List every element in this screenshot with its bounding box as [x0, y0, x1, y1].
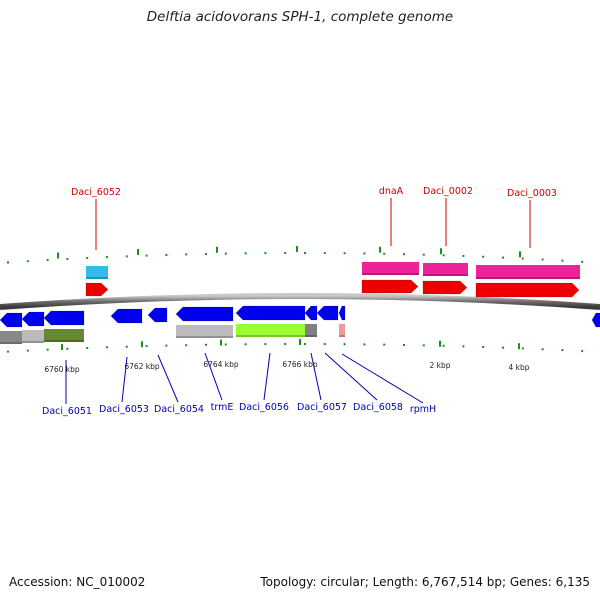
feature-daci-0003-shade [476, 277, 580, 279]
leader-rpmh [341, 353, 424, 404]
category-bar-gray-shade [22, 341, 44, 343]
gene-label-trme: trmE [211, 402, 234, 413]
leader-daci-6057 [310, 352, 322, 401]
forward-cds-daci-6052 [85, 282, 109, 297]
gene-features [0, 262, 600, 344]
reverse-cds-edge [591, 312, 600, 328]
leader-daci-6058 [324, 352, 378, 401]
reverse-cds-trme [175, 306, 234, 322]
gene-label-daci-6051: Daci_6051 [42, 406, 92, 417]
scale-label-6764-kbp: 6764 kbp [203, 360, 239, 369]
reverse-cds-b [21, 311, 45, 327]
category-bar-trme-shade [176, 336, 233, 338]
category-bar-daci-6056 [236, 324, 305, 337]
feature-daci-0002-shade [423, 274, 468, 276]
category-bar-olive-shade [44, 340, 84, 342]
scale-label-6762-kbp: 6762 kbp [124, 362, 160, 371]
scale-label-4-kbp: 4 kbp [508, 363, 529, 372]
category-bar-trme [176, 325, 233, 338]
category-bar-gray-dark-shade [0, 342, 22, 344]
category-bar-daci-6056-shade [236, 335, 305, 337]
gene-label-dnaa: dnaA [379, 186, 404, 197]
gene-label-daci-6054: Daci_6054 [154, 404, 204, 415]
reverse-cds-daci-6057 [304, 305, 318, 321]
gene-label-daci-6052: Daci_6052 [71, 187, 121, 198]
category-bar-rpmh [339, 324, 345, 337]
leader-trme [204, 352, 223, 401]
gene-label-daci-6056: Daci_6056 [239, 402, 289, 413]
feature-dnaa [362, 262, 419, 275]
forward-cds-daci-0002 [422, 280, 468, 295]
rna-feature-daci-6052 [86, 266, 108, 279]
scale-ticks [7, 246, 584, 353]
leader-daci-6053 [121, 356, 128, 403]
reverse-cds-daci-6053 [110, 308, 143, 324]
category-bar-gray-dark [0, 331, 22, 344]
label-leader-lines [65, 198, 531, 404]
scale-label-6760-kbp: 6760 kbp [44, 365, 80, 374]
forward-cds-dnaa [361, 279, 419, 294]
feature-daci-0003 [476, 265, 580, 279]
leader-daci-6056 [263, 352, 271, 401]
gene-label-daci-6057: Daci_6057 [297, 402, 347, 413]
rna-feature-daci-6052-shade [86, 277, 108, 279]
genome-backbone [0, 293, 600, 310]
genome-summary-text: Topology: circular; Length: 6,767,514 bp… [260, 575, 590, 589]
feature-daci-0002 [423, 263, 468, 276]
scale-label-6766-kbp: 6766 kbp [282, 360, 318, 369]
reverse-cds-rpmh [338, 305, 346, 321]
category-bar-daci-6057-shade [305, 335, 317, 337]
gene-label-daci-0002: Daci_0002 [423, 186, 473, 197]
leader-daci-6054 [157, 354, 179, 403]
reverse-cds-a [0, 312, 23, 328]
gene-label-daci-0003: Daci_0003 [507, 188, 557, 199]
gene-label-daci-6053: Daci_6053 [99, 404, 149, 415]
reverse-cds-daci-6054 [147, 307, 168, 323]
feature-dnaa-shade [362, 273, 419, 275]
category-bar-olive [44, 329, 84, 342]
category-bar-rpmh-shade [339, 335, 345, 337]
category-bar-daci-6057 [305, 324, 317, 337]
accession-text: Accession: NC_010002 [9, 575, 146, 589]
reverse-cds-daci-6056 [235, 305, 306, 321]
gene-label-daci-6058: Daci_6058 [353, 402, 403, 413]
forward-cds-daci-0003 [475, 282, 580, 298]
map-title: Delftia acidovorans SPH-1, complete geno… [146, 9, 454, 25]
reverse-cds-daci-6058 [316, 305, 339, 321]
scale-label-2-kbp: 2 kbp [429, 361, 450, 370]
gene-label-rpmh: rpmH [410, 404, 436, 415]
reverse-cds-daci-6051 [43, 310, 85, 326]
category-bar-gray [22, 330, 44, 343]
